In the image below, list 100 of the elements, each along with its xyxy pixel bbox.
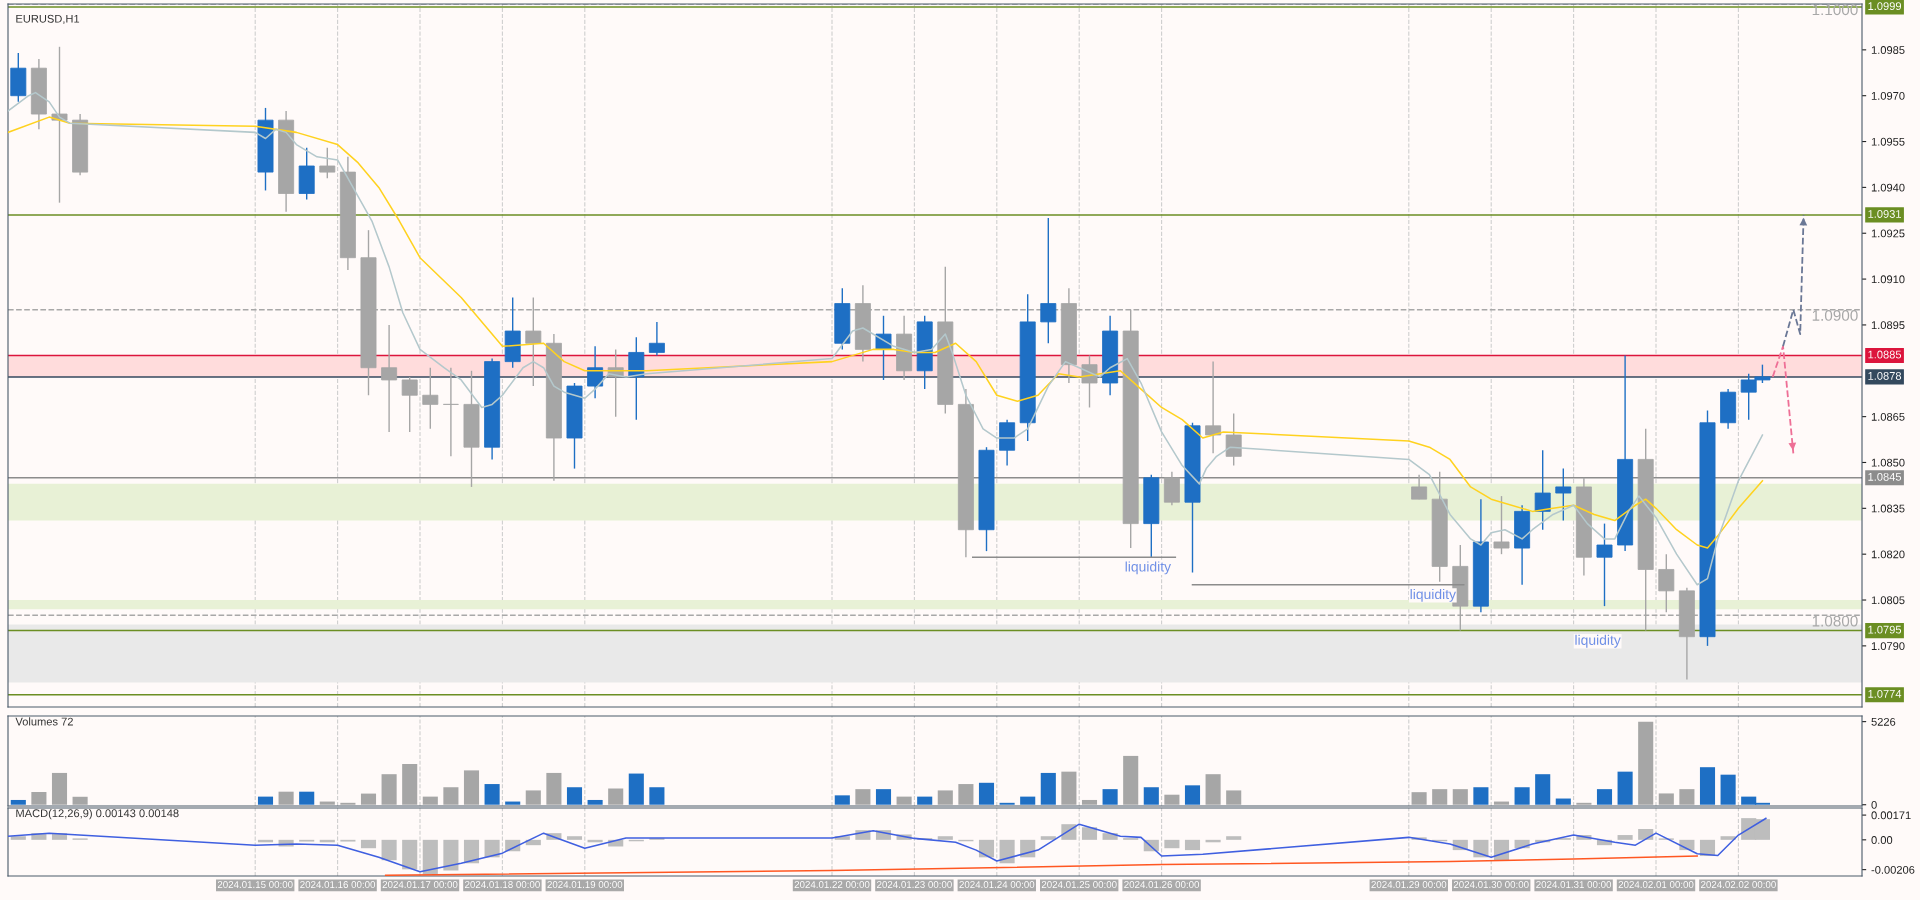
ref-line-label: 1.0800 [1812, 615, 1858, 627]
bar [463, 770, 480, 805]
bar [628, 773, 644, 805]
bar [1226, 836, 1242, 840]
ref-line-label: 1.0999 [1868, 2, 1902, 11]
candlestick [875, 315, 892, 381]
bar [1679, 789, 1695, 805]
bar [484, 784, 500, 805]
y-tick-label: 1.0940 [1871, 183, 1905, 192]
ref-line-label: 1.0878 [1868, 372, 1902, 380]
bar [381, 839, 397, 861]
bar [958, 784, 974, 805]
bar [360, 793, 377, 805]
bar [299, 791, 315, 805]
bar [1143, 787, 1159, 805]
bar [937, 790, 953, 805]
x-tick-label: 2024.01.22 00:00 [794, 881, 870, 888]
candlestick [1411, 474, 1428, 500]
bar [1493, 839, 1510, 861]
bar [1473, 787, 1489, 805]
line-series [384, 855, 1698, 876]
y-tick-label: 1.0790 [1871, 642, 1905, 650]
y-tick-label: 1.0910 [1871, 275, 1905, 284]
bar [546, 772, 562, 805]
y-tick-label: 1.0835 [1871, 504, 1905, 513]
candlestick [1205, 360, 1222, 455]
candlestick [1555, 467, 1572, 522]
x-tick-label: 2024.01.29 00:00 [1371, 881, 1447, 888]
bar [1617, 835, 1633, 840]
bar [1164, 794, 1180, 805]
bar [31, 792, 47, 805]
x-tick-label: 2024.01.16 00:00 [300, 881, 376, 888]
bar [525, 790, 541, 805]
y-tick-label: 1.0955 [1871, 137, 1905, 146]
bar [1720, 836, 1736, 840]
chart-title: MACD(12,26,9) 0.00143 0.00148 [16, 809, 179, 820]
bar [257, 796, 274, 805]
bar [1514, 787, 1530, 805]
line-series [1782, 213, 1805, 348]
ref-line-label: 1.0900 [1812, 310, 1858, 321]
bar [999, 839, 1015, 864]
y-tick-label: 1.0895 [1871, 321, 1905, 330]
bar [1411, 792, 1427, 805]
ref-line-label: 1.0774 [1868, 689, 1902, 698]
bar [1555, 798, 1571, 805]
y-tick-label: 1.0970 [1871, 91, 1905, 100]
bar [1102, 789, 1118, 805]
bar [1617, 771, 1633, 805]
bar [978, 839, 995, 858]
bar [422, 839, 438, 875]
candlestick [442, 367, 459, 458]
candlestick [1493, 495, 1510, 555]
bar [1040, 772, 1056, 805]
annotation: liquidity [1575, 634, 1621, 648]
bar [1164, 839, 1180, 849]
bar [1720, 774, 1736, 805]
candlestick [648, 321, 665, 357]
bar [443, 839, 459, 871]
bar [443, 787, 459, 805]
candlestick [381, 324, 398, 433]
candlestick [1225, 412, 1242, 467]
candlestick [1658, 553, 1675, 613]
y-tick-label: 0.00 [1871, 836, 1893, 844]
bar [587, 799, 603, 805]
bar [855, 789, 871, 805]
bar [10, 836, 26, 840]
x-tick-label: 2024.02.02 00:00 [1701, 881, 1776, 888]
bar [1452, 789, 1468, 805]
bar [566, 836, 583, 840]
bar [896, 796, 912, 805]
bar [51, 772, 68, 805]
ref-line-label: 1.0885 [1868, 350, 1902, 359]
bar [1226, 790, 1242, 805]
bar [402, 839, 418, 870]
bar [917, 796, 933, 805]
text: EURUSD,H1 [16, 14, 80, 25]
y-tick-label: 1.0865 [1871, 412, 1905, 421]
x-tick-label: 2024.01.24 00:00 [959, 881, 1035, 888]
bar [937, 836, 953, 840]
bar [319, 801, 335, 805]
bar [1596, 789, 1613, 805]
bar [1535, 774, 1551, 805]
x-tick-label: 2024.01.18 00:00 [465, 881, 540, 888]
bar [1081, 827, 1098, 840]
x-tick-label: 2024.01.30 00:00 [1453, 881, 1529, 888]
candlestick [319, 146, 336, 179]
x-tick-label: 2024.01.19 00:00 [547, 881, 623, 888]
bar [1061, 771, 1077, 805]
bar [505, 801, 521, 805]
bar [463, 839, 480, 864]
candlestick [1040, 217, 1057, 344]
bar [978, 782, 995, 805]
y-tick-label: 1.0925 [1871, 229, 1905, 238]
bar [1658, 793, 1674, 805]
candlestick [401, 376, 418, 433]
y-tick-label: -0.00206 [1871, 865, 1915, 874]
candlestick [1596, 522, 1613, 607]
bar [1493, 801, 1510, 805]
ref-line-label: 1.0795 [1868, 625, 1902, 634]
x-tick-label: 2024.02.01 00:00 [1618, 881, 1694, 888]
